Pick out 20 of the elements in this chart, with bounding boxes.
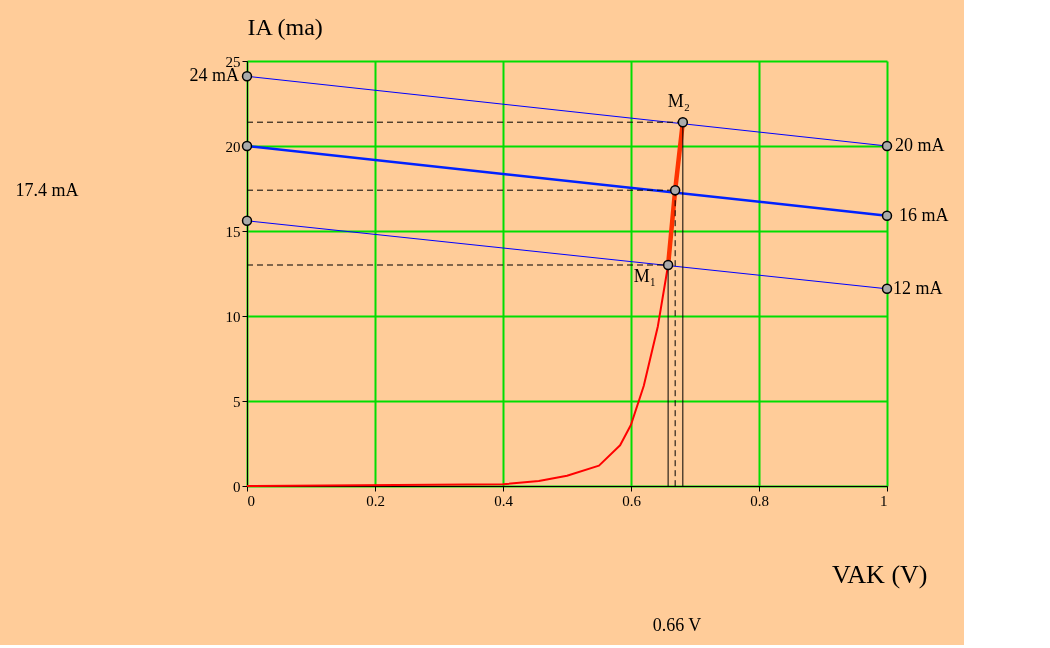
annotation: 12 mA (893, 277, 943, 298)
x-tick-label: 0.8 (750, 492, 769, 509)
x-tick-label: 0 (247, 492, 255, 509)
x-axis-title: VAK (V) (831, 559, 928, 589)
annotation: M₂ (667, 91, 690, 112)
text: 0.66 V (652, 615, 702, 635)
y-tick-label: 20 (225, 138, 241, 155)
x-tick-label: 0.4 (494, 492, 514, 509)
y-tick-label: 10 (225, 308, 241, 325)
annotation: M₁ (633, 266, 657, 286)
y-axis-title: IA (ma) (247, 13, 323, 40)
annotation: 16 mA (899, 204, 949, 225)
annotation: 20 mA (895, 135, 945, 155)
text: 17.4 mA (15, 180, 79, 200)
x-tick-label: 0.2 (366, 492, 385, 509)
x-tick-label: 0.6 (622, 492, 642, 509)
y-tick-label: 0 (233, 478, 241, 495)
x-tick-label: 1 (880, 492, 888, 509)
y-tick-label: 5 (233, 393, 241, 410)
y-tick-label: 15 (225, 223, 241, 240)
